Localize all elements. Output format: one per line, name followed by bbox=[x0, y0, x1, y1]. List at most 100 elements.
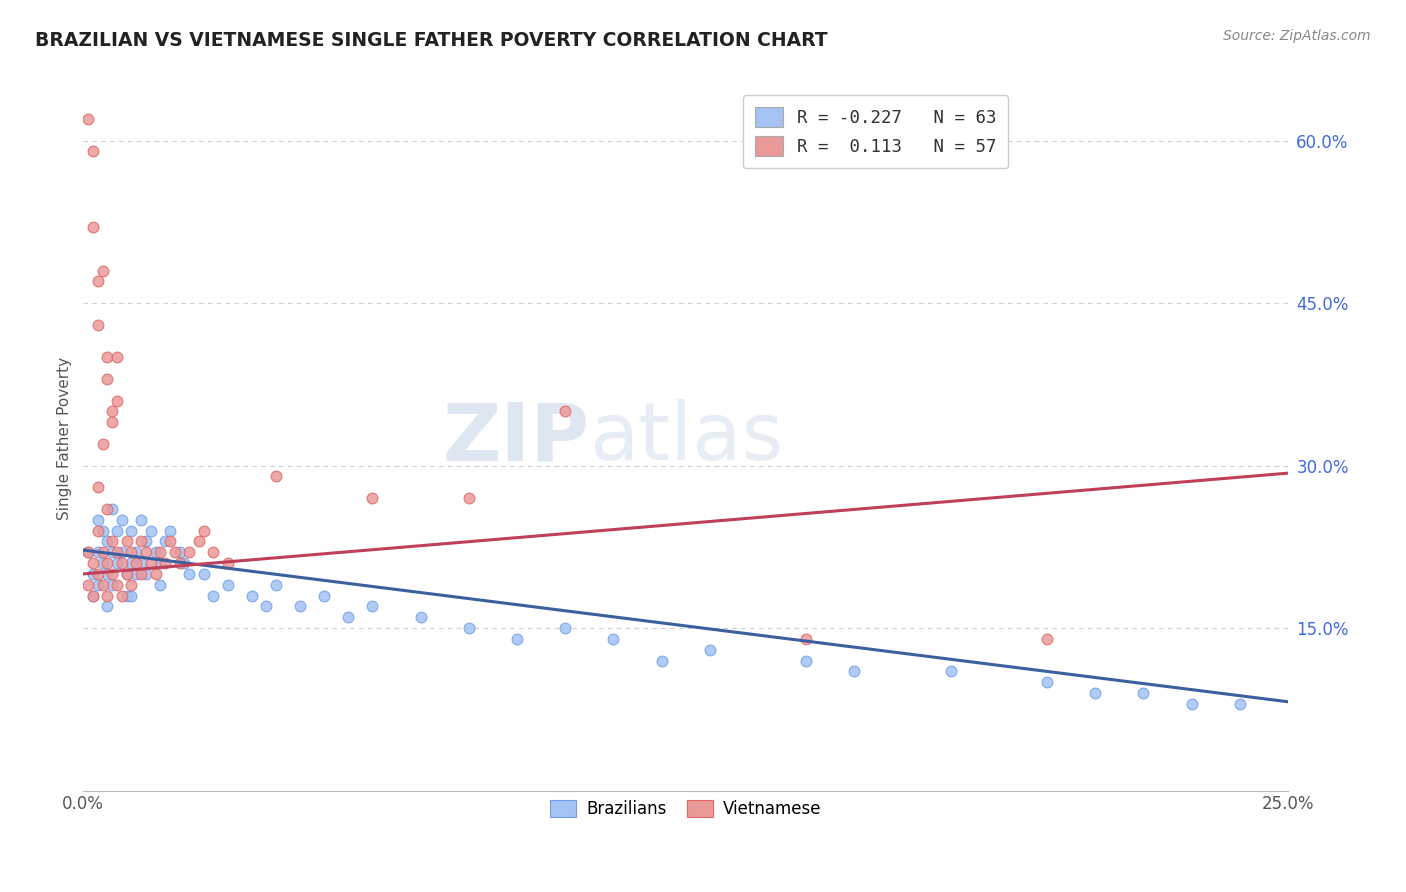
Point bbox=[1229, 697, 1251, 711]
Point bbox=[1036, 632, 1059, 646]
Point bbox=[409, 610, 432, 624]
Point bbox=[145, 566, 167, 581]
Text: Source: ZipAtlas.com: Source: ZipAtlas.com bbox=[1223, 29, 1371, 43]
Point bbox=[187, 534, 209, 549]
Point bbox=[1132, 686, 1154, 700]
Point bbox=[111, 513, 134, 527]
Point bbox=[87, 524, 110, 538]
Point bbox=[96, 566, 118, 581]
Point bbox=[82, 566, 104, 581]
Point bbox=[77, 112, 100, 126]
Point bbox=[554, 404, 576, 418]
Point bbox=[121, 556, 143, 570]
Point bbox=[121, 578, 143, 592]
Point bbox=[264, 578, 287, 592]
Point bbox=[105, 556, 128, 570]
Point bbox=[101, 415, 124, 429]
Point bbox=[169, 556, 191, 570]
Point bbox=[96, 502, 118, 516]
Point bbox=[264, 469, 287, 483]
Point bbox=[125, 556, 148, 570]
Point bbox=[361, 599, 384, 614]
Point bbox=[240, 589, 263, 603]
Point bbox=[844, 665, 866, 679]
Point bbox=[105, 350, 128, 364]
Point bbox=[179, 545, 201, 559]
Point bbox=[121, 524, 143, 538]
Point bbox=[96, 372, 118, 386]
Point bbox=[96, 556, 118, 570]
Point bbox=[129, 534, 152, 549]
Point bbox=[105, 545, 128, 559]
Point bbox=[145, 545, 167, 559]
Point bbox=[794, 654, 817, 668]
Point bbox=[651, 654, 673, 668]
Point bbox=[179, 566, 201, 581]
Point bbox=[155, 556, 177, 570]
Point bbox=[82, 589, 104, 603]
Point bbox=[149, 545, 172, 559]
Point bbox=[314, 589, 336, 603]
Point bbox=[193, 524, 215, 538]
Point bbox=[699, 642, 721, 657]
Point bbox=[135, 545, 157, 559]
Point bbox=[91, 437, 114, 451]
Point bbox=[193, 566, 215, 581]
Point bbox=[159, 524, 181, 538]
Y-axis label: Single Father Poverty: Single Father Poverty bbox=[58, 357, 72, 520]
Text: ZIP: ZIP bbox=[441, 400, 589, 477]
Point bbox=[135, 534, 157, 549]
Point bbox=[87, 513, 110, 527]
Point bbox=[1036, 675, 1059, 690]
Point bbox=[939, 665, 962, 679]
Point bbox=[96, 534, 118, 549]
Text: atlas: atlas bbox=[589, 400, 783, 477]
Legend: Brazilians, Vietnamese: Brazilians, Vietnamese bbox=[543, 793, 828, 824]
Point bbox=[129, 566, 152, 581]
Point bbox=[457, 621, 479, 635]
Point bbox=[202, 589, 225, 603]
Point bbox=[101, 502, 124, 516]
Point bbox=[87, 566, 110, 581]
Point bbox=[82, 145, 104, 159]
Point bbox=[217, 556, 239, 570]
Point bbox=[115, 534, 138, 549]
Point bbox=[163, 545, 186, 559]
Point bbox=[91, 524, 114, 538]
Point bbox=[1181, 697, 1204, 711]
Point bbox=[101, 566, 124, 581]
Point bbox=[101, 404, 124, 418]
Point bbox=[77, 545, 100, 559]
Point bbox=[91, 263, 114, 277]
Point bbox=[202, 545, 225, 559]
Point bbox=[125, 545, 148, 559]
Point bbox=[155, 534, 177, 549]
Point bbox=[254, 599, 277, 614]
Point bbox=[169, 545, 191, 559]
Point bbox=[87, 318, 110, 332]
Point bbox=[602, 632, 624, 646]
Point bbox=[115, 566, 138, 581]
Point bbox=[101, 534, 124, 549]
Point bbox=[87, 274, 110, 288]
Point bbox=[82, 220, 104, 235]
Point bbox=[111, 556, 134, 570]
Point bbox=[135, 566, 157, 581]
Point bbox=[159, 534, 181, 549]
Point bbox=[139, 556, 162, 570]
Point bbox=[105, 524, 128, 538]
Point bbox=[115, 589, 138, 603]
Point bbox=[554, 621, 576, 635]
Point bbox=[77, 578, 100, 592]
Point bbox=[173, 556, 195, 570]
Point bbox=[96, 350, 118, 364]
Point bbox=[217, 578, 239, 592]
Point bbox=[91, 556, 114, 570]
Text: BRAZILIAN VS VIETNAMESE SINGLE FATHER POVERTY CORRELATION CHART: BRAZILIAN VS VIETNAMESE SINGLE FATHER PO… bbox=[35, 31, 828, 50]
Point bbox=[457, 491, 479, 505]
Point bbox=[111, 589, 134, 603]
Point bbox=[139, 524, 162, 538]
Point bbox=[87, 545, 110, 559]
Point bbox=[794, 632, 817, 646]
Point bbox=[129, 513, 152, 527]
